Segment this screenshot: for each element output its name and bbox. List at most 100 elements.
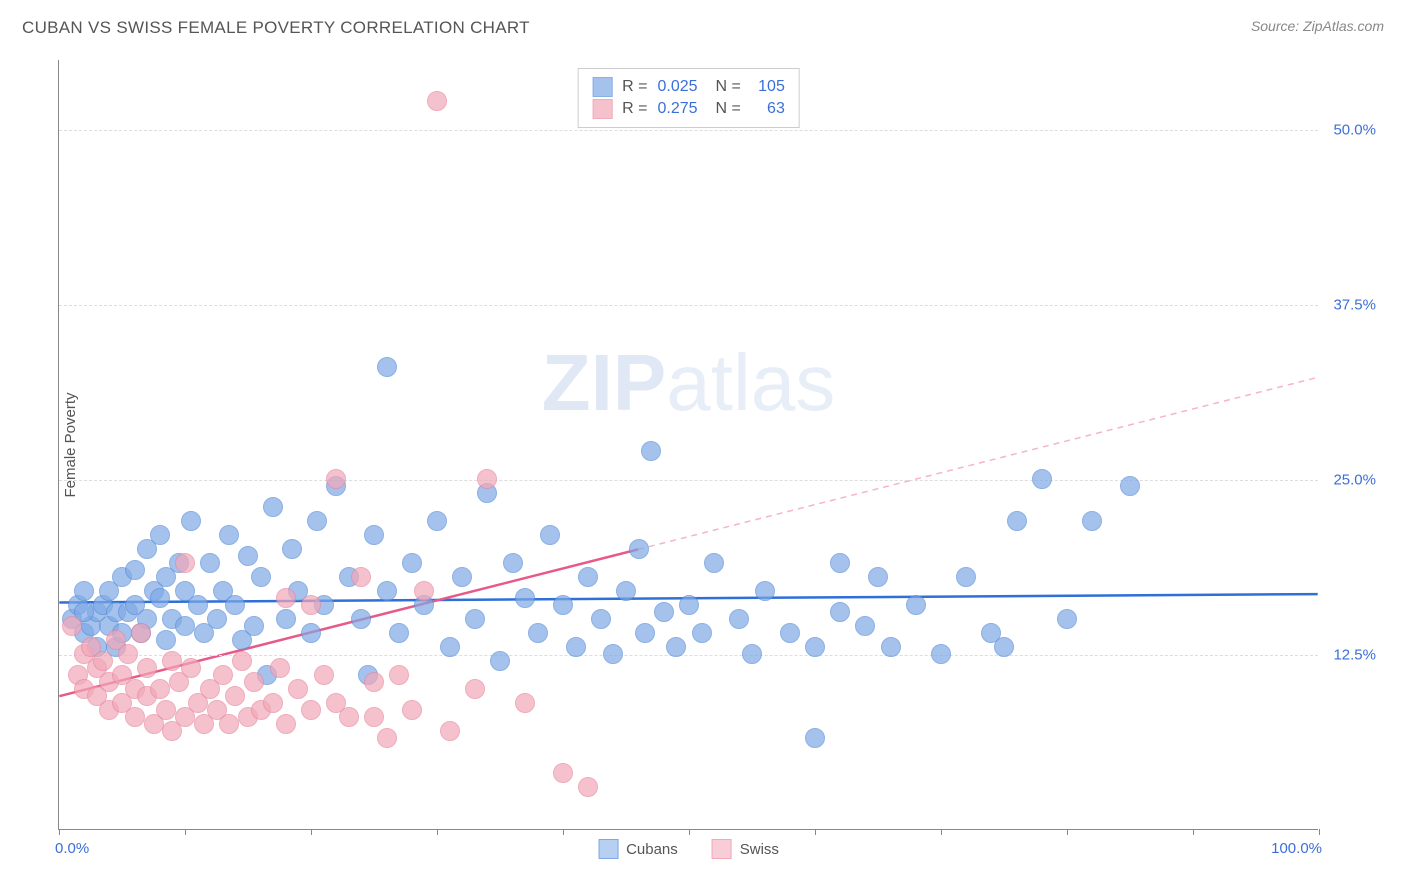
- data-point: [188, 595, 208, 615]
- data-point: [805, 637, 825, 657]
- data-point: [263, 497, 283, 517]
- data-point: [692, 623, 712, 643]
- data-point: [503, 553, 523, 573]
- plot-area: ZIPatlas R =0.025N =105R =0.275N =63 Cub…: [58, 60, 1318, 830]
- data-point: [301, 700, 321, 720]
- data-point: [232, 651, 252, 671]
- data-point: [213, 665, 233, 685]
- x-tick: [689, 829, 690, 835]
- gridline: [59, 305, 1318, 306]
- source-attribution: Source: ZipAtlas.com: [1251, 18, 1384, 34]
- legend-item: Swiss: [712, 839, 779, 859]
- data-point: [207, 609, 227, 629]
- data-point: [282, 539, 302, 559]
- data-point: [666, 637, 686, 657]
- data-point: [578, 567, 598, 587]
- data-point: [118, 644, 138, 664]
- watermark: ZIPatlas: [542, 337, 835, 429]
- x-tick: [1319, 829, 1320, 835]
- data-point: [270, 658, 290, 678]
- data-point: [742, 644, 762, 664]
- x-axis-min-label: 0.0%: [55, 840, 89, 857]
- x-tick: [815, 829, 816, 835]
- data-point: [578, 777, 598, 797]
- data-point: [225, 595, 245, 615]
- data-point: [477, 469, 497, 489]
- data-point: [755, 581, 775, 601]
- data-point: [994, 637, 1014, 657]
- data-point: [276, 714, 296, 734]
- data-point: [131, 623, 151, 643]
- data-point: [175, 553, 195, 573]
- legend-n-value: 105: [751, 78, 785, 96]
- data-point: [553, 763, 573, 783]
- data-point: [74, 581, 94, 601]
- data-point: [150, 679, 170, 699]
- data-point: [515, 693, 535, 713]
- y-tick-label: 37.5%: [1333, 297, 1376, 314]
- data-point: [351, 567, 371, 587]
- data-point: [427, 91, 447, 111]
- legend-n-label: N =: [716, 78, 741, 96]
- legend-swatch-icon: [592, 77, 612, 97]
- data-point: [490, 651, 510, 671]
- data-point: [1032, 469, 1052, 489]
- legend-r-label: R =: [622, 78, 647, 96]
- data-point: [175, 616, 195, 636]
- data-point: [200, 553, 220, 573]
- data-point: [1057, 609, 1077, 629]
- x-tick: [185, 829, 186, 835]
- data-point: [654, 602, 674, 622]
- data-point: [465, 679, 485, 699]
- data-point: [931, 644, 951, 664]
- data-point: [780, 623, 800, 643]
- y-tick-label: 12.5%: [1333, 647, 1376, 664]
- data-point: [156, 700, 176, 720]
- data-point: [566, 637, 586, 657]
- data-point: [137, 658, 157, 678]
- data-point: [1007, 511, 1027, 531]
- data-point: [150, 588, 170, 608]
- data-point: [906, 595, 926, 615]
- y-tick-label: 50.0%: [1333, 122, 1376, 139]
- data-point: [629, 539, 649, 559]
- data-point: [540, 525, 560, 545]
- data-point: [830, 553, 850, 573]
- data-point: [181, 511, 201, 531]
- data-point: [641, 441, 661, 461]
- data-point: [62, 616, 82, 636]
- data-point: [956, 567, 976, 587]
- y-tick-label: 25.0%: [1333, 472, 1376, 489]
- data-point: [351, 609, 371, 629]
- data-point: [830, 602, 850, 622]
- data-point: [181, 658, 201, 678]
- data-point: [616, 581, 636, 601]
- x-tick: [1193, 829, 1194, 835]
- data-point: [855, 616, 875, 636]
- legend-r-label: R =: [622, 100, 647, 118]
- data-point: [156, 630, 176, 650]
- data-point: [251, 567, 271, 587]
- legend-swatch-icon: [598, 839, 618, 859]
- legend-r-value: 0.025: [658, 78, 706, 96]
- data-point: [515, 588, 535, 608]
- data-point: [389, 623, 409, 643]
- data-point: [1082, 511, 1102, 531]
- data-point: [427, 511, 447, 531]
- data-point: [364, 707, 384, 727]
- x-tick: [1067, 829, 1068, 835]
- data-point: [528, 623, 548, 643]
- data-point: [263, 693, 283, 713]
- data-point: [326, 469, 346, 489]
- data-point: [452, 567, 472, 587]
- data-point: [603, 644, 623, 664]
- data-point: [805, 728, 825, 748]
- data-point: [704, 553, 724, 573]
- data-point: [364, 525, 384, 545]
- data-point: [377, 357, 397, 377]
- data-point: [314, 665, 334, 685]
- data-point: [244, 672, 264, 692]
- data-point: [465, 609, 485, 629]
- data-point: [238, 546, 258, 566]
- data-point: [377, 728, 397, 748]
